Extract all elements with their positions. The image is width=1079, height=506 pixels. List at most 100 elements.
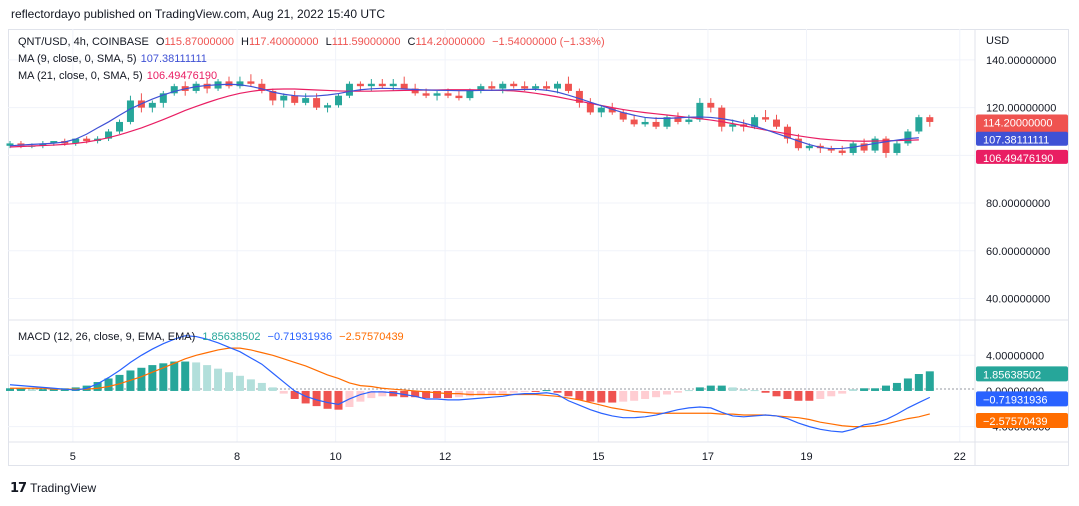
candle-body xyxy=(477,86,485,91)
candle-body xyxy=(762,117,770,120)
candle-body xyxy=(805,145,813,149)
candle-body xyxy=(608,107,616,113)
candle-body xyxy=(192,83,200,91)
macd-hist-bar xyxy=(301,390,310,404)
candle-body xyxy=(510,83,518,87)
macd-hist-bar xyxy=(389,390,398,397)
candle-body xyxy=(148,102,156,108)
candle-body xyxy=(586,102,594,113)
candles xyxy=(6,74,934,158)
candle-body xyxy=(83,138,91,142)
time-tick-label: 5 xyxy=(70,451,76,463)
macd-tick-label: 4.00000000 xyxy=(986,350,1044,362)
candle-body xyxy=(400,83,408,89)
candle-body xyxy=(882,138,890,153)
macd-hist-bar xyxy=(476,390,485,396)
candle-body xyxy=(827,148,835,151)
price-tick-label: 60.00000000 xyxy=(986,246,1050,258)
candle-body xyxy=(630,119,638,125)
tradingview-logo-icon: 𝟭𝟳 xyxy=(10,480,27,495)
ma9-badge xyxy=(976,131,1068,146)
candle-body xyxy=(203,83,211,89)
time-tick-label: 15 xyxy=(592,451,604,463)
ma9-legend: MA (9, close, 0, SMA, 5) 107.38111111 xyxy=(18,53,211,65)
candle-body xyxy=(729,124,737,127)
candle-body xyxy=(773,119,780,127)
macd-hist-bar xyxy=(575,390,584,400)
change-value: −1.54000000 (−1.33%) xyxy=(492,36,605,48)
tradingview-logo-text: TradingView xyxy=(30,481,97,495)
macd-hist-bar xyxy=(159,363,168,391)
currency-label: USD xyxy=(986,35,1010,47)
ma9-badge-text: 107.38111111 xyxy=(983,135,1049,147)
macd-signal-badge-text: −2.57570439 xyxy=(983,416,1048,428)
candle-body xyxy=(641,121,649,125)
low-value: 111.59000000 xyxy=(331,36,401,48)
time-tick-label: 19 xyxy=(800,451,812,463)
candle-body xyxy=(236,81,244,87)
macd-hist-bar xyxy=(586,390,595,402)
candle-body xyxy=(466,90,474,99)
macd-signal-line xyxy=(10,347,930,428)
macd-hist-bar xyxy=(652,390,661,398)
macd-hist-bar xyxy=(433,390,442,399)
macd-hist-bar xyxy=(761,390,770,393)
ma21-line xyxy=(9,88,919,148)
macd-hist-bar xyxy=(279,390,288,394)
candle-body xyxy=(433,93,441,96)
candle-body xyxy=(39,143,47,146)
macd-line xyxy=(9,335,931,433)
candle-body xyxy=(554,83,561,89)
macd-hist-bar xyxy=(257,382,266,391)
open-label: O xyxy=(155,36,165,48)
macd-hist-bar xyxy=(619,390,628,402)
macd-hist-bar xyxy=(805,390,814,401)
candle-body xyxy=(619,112,627,120)
macd-hist-bar xyxy=(564,390,573,397)
candle-body xyxy=(116,121,123,132)
candle-body xyxy=(324,105,332,108)
macd-hist-bar xyxy=(520,390,529,392)
candle-body xyxy=(849,143,857,153)
candle-body xyxy=(597,107,605,113)
candle-body xyxy=(488,86,496,89)
macd-line-value: −0.71931936 xyxy=(267,331,333,343)
candle-body xyxy=(159,93,167,103)
macd-histogram xyxy=(6,361,934,410)
candle-body xyxy=(532,86,540,89)
macd-hist-bar xyxy=(16,388,25,391)
last-price-badge-text: 114.20000000 xyxy=(983,117,1053,129)
candle-body xyxy=(783,126,791,139)
tradingview-logo[interactable]: 𝟭𝟳 TradingView xyxy=(10,480,96,496)
time-tick-label: 17 xyxy=(702,451,714,463)
candle-body xyxy=(926,117,934,122)
candle-body xyxy=(378,83,386,87)
ma9-line xyxy=(9,83,919,150)
candle-body xyxy=(335,95,342,106)
macd-hist-bar xyxy=(838,390,847,394)
macd-hist-bar xyxy=(717,385,726,391)
candle-body xyxy=(707,102,715,108)
candle-body xyxy=(258,83,266,91)
candle-body xyxy=(663,117,671,127)
candle-body xyxy=(575,90,583,103)
macd-hist-bar xyxy=(882,385,890,391)
macd-hist-bar xyxy=(925,371,934,391)
macd-hist-bar xyxy=(235,375,244,391)
ma9-label: MA (9, close, 0, SMA, 5) xyxy=(18,53,137,65)
macd-hist-bar xyxy=(422,390,431,399)
axis-badges: 114.2000000019:02107.38111111106.4947619… xyxy=(976,114,1068,428)
macd-hist-bar xyxy=(608,390,617,403)
macd-hist-badge xyxy=(976,366,1068,382)
candle-body xyxy=(860,143,868,151)
macd-hist-bar xyxy=(871,388,880,391)
candle-body xyxy=(718,107,726,127)
macd-hist-value: 1.85638502 xyxy=(202,331,261,343)
macd-hist-bar xyxy=(334,390,343,410)
macd-hist-bar xyxy=(684,390,693,392)
candle-body xyxy=(521,86,529,89)
ma21-value: 106.49476190 xyxy=(146,70,218,82)
macd-hist-bar xyxy=(772,390,781,397)
ma21-badge-text: 106.49476190 xyxy=(983,153,1053,165)
